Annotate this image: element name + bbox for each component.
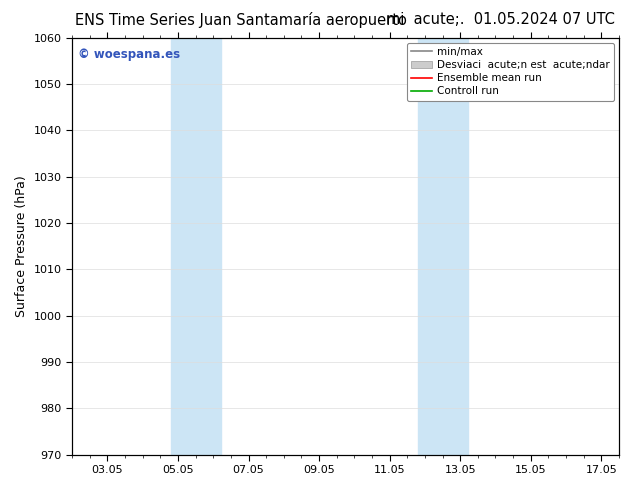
Bar [171,38,221,455]
Text: mi  acute;.  01.05.2024 07 UTC: mi acute;. 01.05.2024 07 UTC [386,12,615,27]
Text: ENS Time Series Juan Santamaría aeropuerto: ENS Time Series Juan Santamaría aeropuer… [75,12,407,28]
Bar [418,38,468,455]
Y-axis label: Surface Pressure (hPa): Surface Pressure (hPa) [15,175,28,317]
Text: © woespana.es: © woespana.es [77,48,179,61]
Legend: min/max, Desviaci  acute;n est  acute;ndar, Ensemble mean run, Controll run: min/max, Desviaci acute;n est acute;ndar… [406,43,614,100]
